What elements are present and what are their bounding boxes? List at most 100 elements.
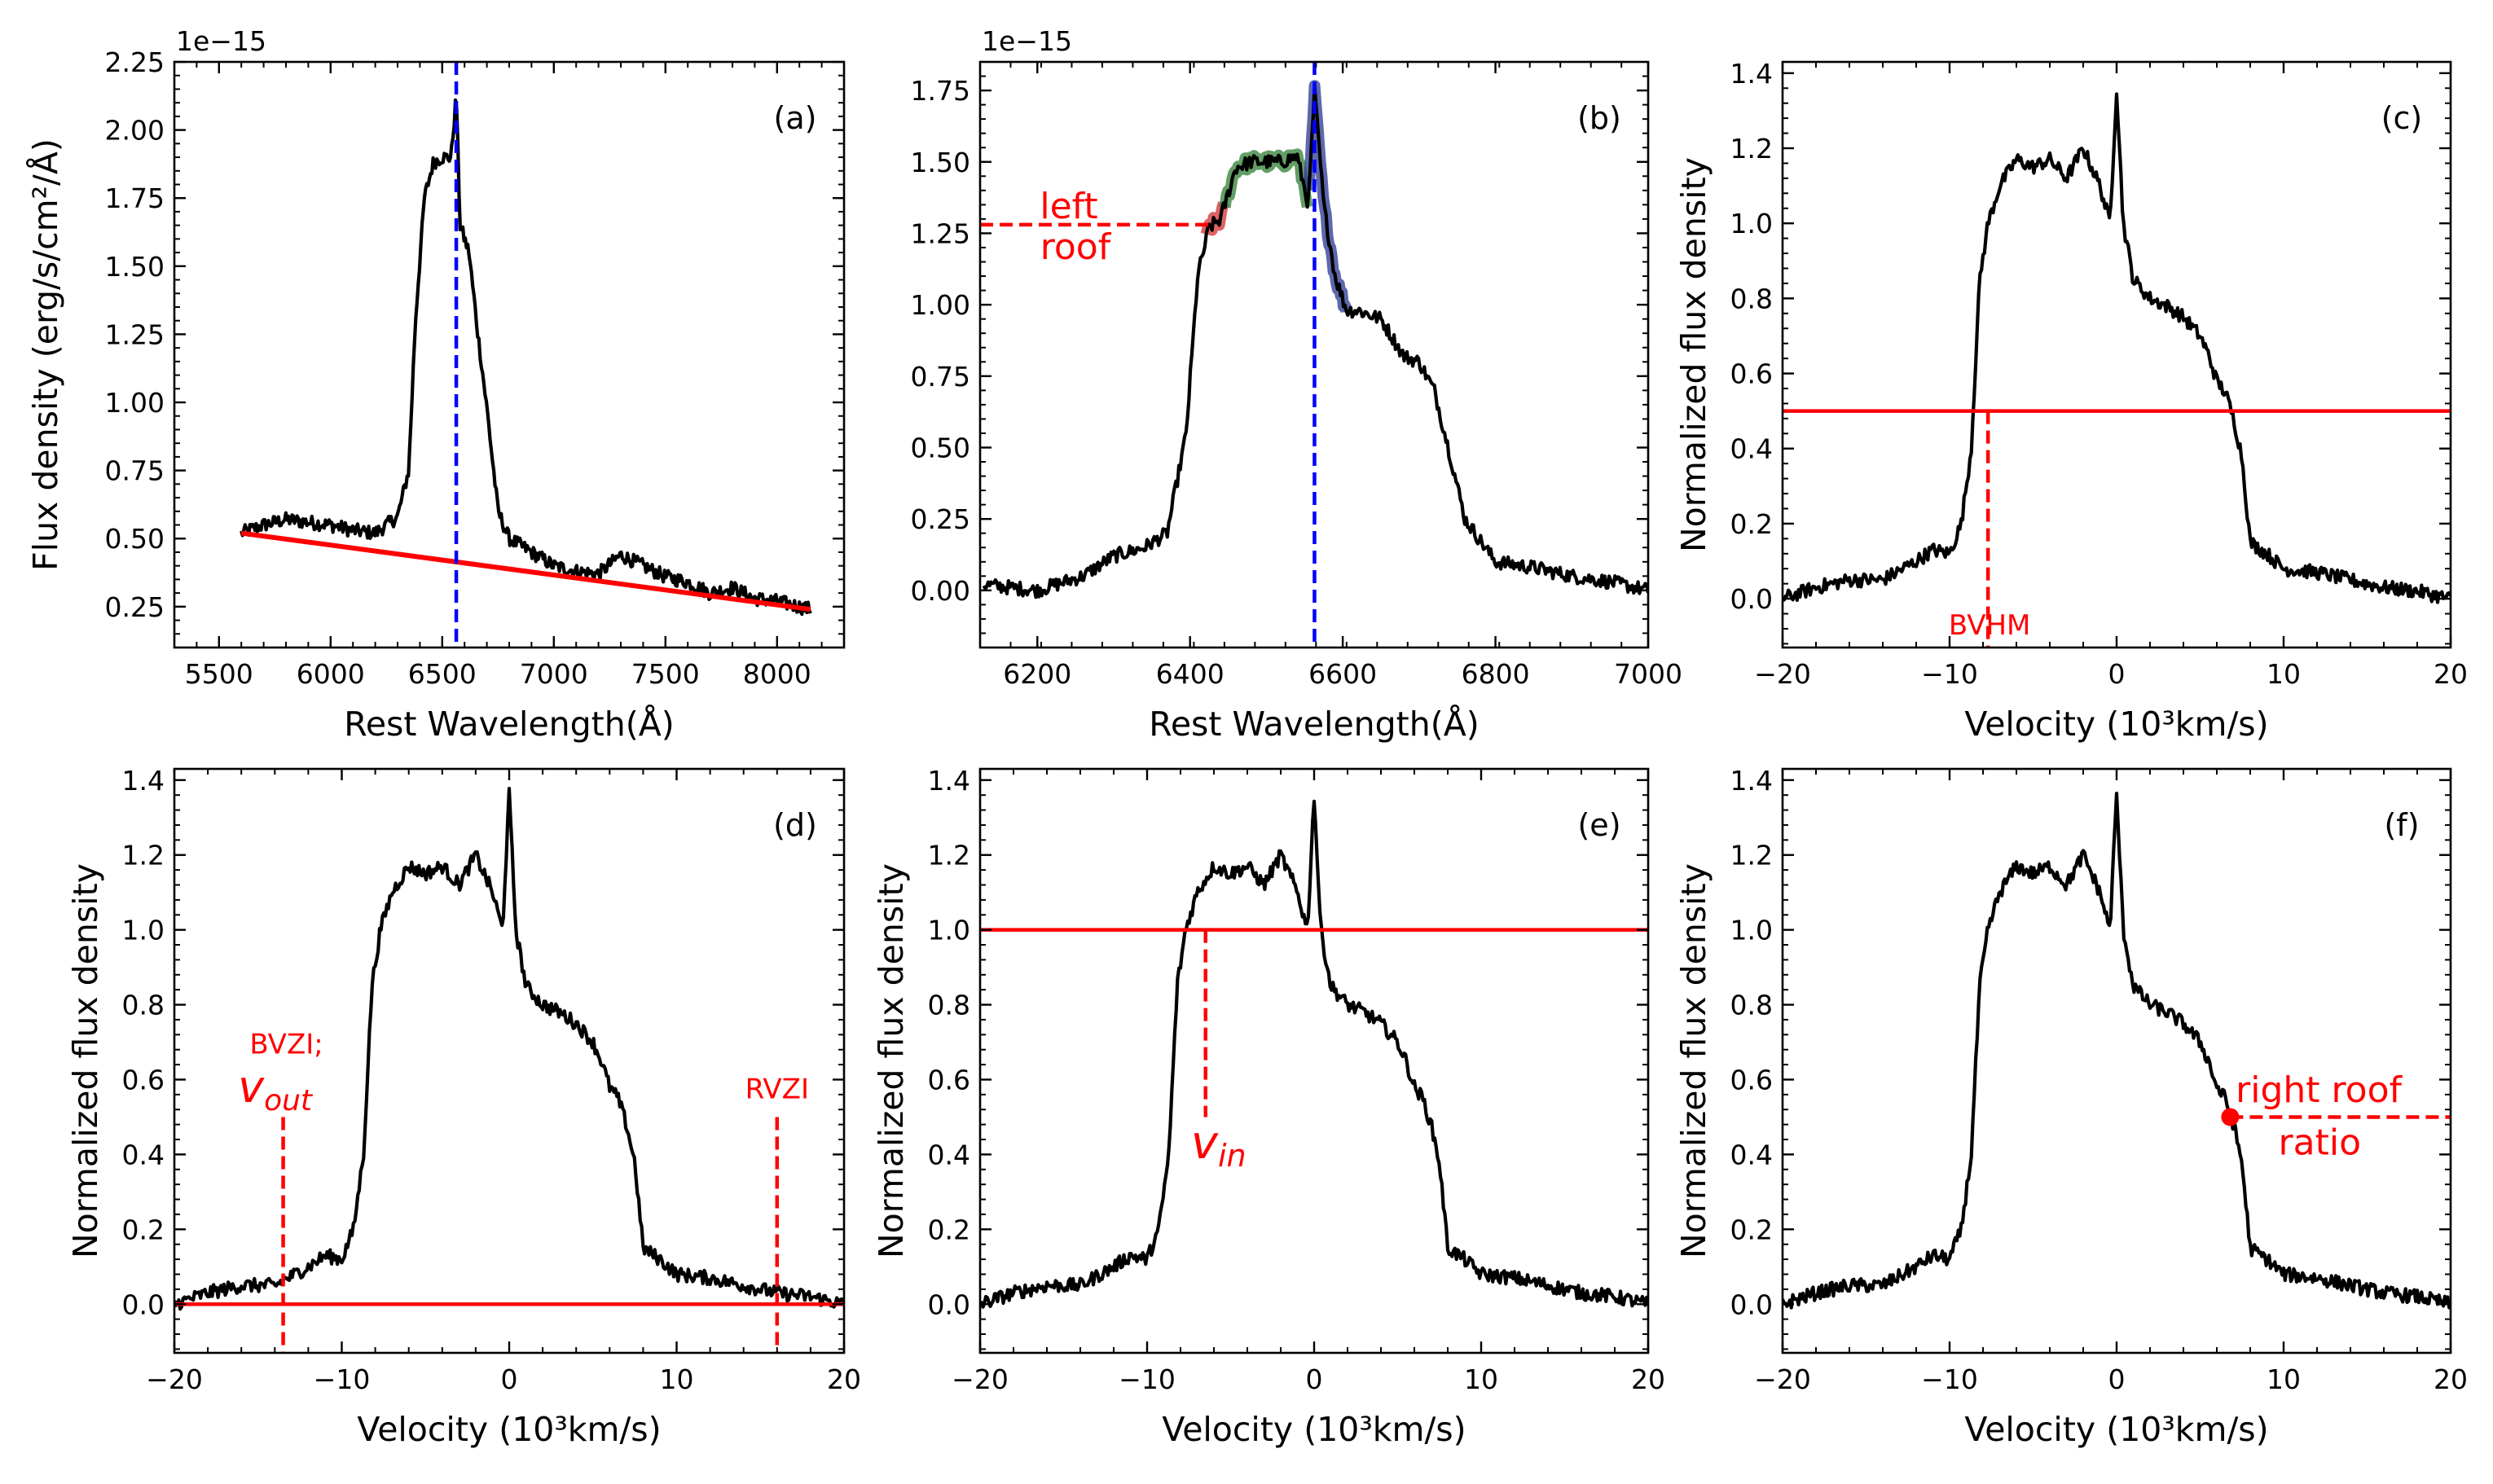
axes-frame — [1781, 60, 2452, 649]
y-tick-label: 0.25 — [105, 591, 165, 623]
x-tick-label: −20 — [146, 1363, 203, 1395]
y-tick-label: 0.75 — [105, 455, 165, 487]
y-tick-label: 1.25 — [105, 318, 165, 350]
y-tick-label: 0.4 — [1730, 1139, 1773, 1170]
y-tick-label: 0.6 — [1730, 1064, 1773, 1095]
y-tick-label: 1.4 — [928, 765, 970, 797]
spectrum-line — [1783, 92, 2451, 604]
spectrum-line — [1783, 792, 2451, 1310]
y-tick-label: 1.4 — [1730, 58, 1773, 90]
x-tick-label: 10 — [1464, 1363, 1498, 1395]
annotation-text: roof — [1040, 226, 1112, 268]
y-tick-label: 0.2 — [1730, 1214, 1773, 1245]
axes-ticks: −20 −10 0 10 20 0.0 0.2 0.4 0.6 0.8 1.0 1.2 1.4 — [928, 765, 1665, 1395]
panel-label: (d) — [773, 807, 817, 843]
axes-ticks: −20 −10 0 10 20 0.0 0.2 0.4 0.6 0.8 1.0 1.2 1.4 — [122, 765, 861, 1395]
panel-label: (f) — [2384, 807, 2419, 843]
x-tick-label: −20 — [1754, 1363, 1811, 1395]
y-axis-label: Normalized flux density — [872, 863, 911, 1258]
y-tick-label: 2.25 — [105, 46, 165, 78]
y-tick-label: 1.2 — [1730, 840, 1773, 872]
offset-multiplier: 1e−15 — [176, 25, 266, 57]
y-tick-label: 1.50 — [911, 147, 970, 178]
x-tick-label: 10 — [660, 1363, 694, 1395]
y-axis-label: Flux density (erg/s/cm²/Å) — [26, 138, 65, 571]
x-tick-label: 20 — [2434, 1363, 2468, 1395]
axes-frame — [978, 767, 1650, 1354]
x-tick-label: 0 — [501, 1363, 518, 1395]
y-tick-label: 1.0 — [122, 915, 165, 946]
y-tick-label: 1.75 — [911, 75, 970, 107]
y-tick-label: 0.6 — [122, 1064, 165, 1095]
panel-label: (c) — [2381, 100, 2423, 136]
y-tick-label: 1.0 — [1730, 208, 1773, 239]
y-tick-label: 1.4 — [1730, 765, 1773, 797]
y-tick-label: 1.0 — [1730, 915, 1773, 946]
annotation-text: BVHM — [1949, 609, 2030, 642]
axes-ticks: 5500 6000 6500 7000 7500 8000 0.25 0.50 0.75 1.00… — [105, 46, 845, 690]
x-tick-label: −10 — [314, 1363, 371, 1395]
y-tick-label: 0.0 — [928, 1289, 970, 1320]
y-axis-label: Normalized flux density — [1674, 863, 1713, 1258]
x-axis-label: Rest Wavelength(Å) — [344, 705, 675, 744]
y-tick-label: 0.6 — [928, 1064, 970, 1095]
annotation-symbol: v — [1191, 1117, 1219, 1170]
axes-ticks: −20 −10 0 10 20 0.0 0.2 0.4 0.6 0.8 1.0 1.2 1.4 — [1730, 765, 2468, 1395]
y-tick-label: 1.00 — [105, 387, 165, 419]
panel-label: (a) — [774, 100, 817, 136]
x-tick-label: −20 — [1754, 658, 1811, 690]
panel-label: (b) — [1577, 100, 1621, 136]
x-tick-label: 7000 — [1614, 658, 1682, 690]
y-axis-label: Normalized flux density — [66, 863, 105, 1258]
y-tick-label: 0.2 — [122, 1214, 165, 1245]
y-tick-label: 0.50 — [911, 432, 970, 463]
y-tick-label: 0.8 — [928, 990, 970, 1021]
offset-multiplier: 1e−15 — [982, 25, 1072, 57]
panel-a: 5500 6000 6500 7000 7500 8000 0.25 0.50 0.75 1.00… — [26, 25, 846, 744]
axes-frame — [173, 767, 846, 1354]
x-tick-label: 6500 — [408, 658, 477, 690]
right-roof-point — [2221, 1108, 2240, 1126]
y-tick-label: 0.2 — [1730, 508, 1773, 540]
spectrum-line — [174, 787, 844, 1311]
annotation-text: RVZI — [745, 1073, 809, 1105]
x-axis-label: Velocity (10³km/s) — [1162, 1410, 1466, 1449]
panel-label: (e) — [1577, 807, 1620, 843]
panel-c: −20 −10 0 10 20 0.0 0.2 0.4 0.6 0.8 1.0 1.2 1.4 Veloc… — [1674, 58, 2468, 744]
y-tick-label: 0.8 — [122, 990, 165, 1021]
y-tick-label: 0.6 — [1730, 358, 1773, 390]
panel-d: −20 −10 0 10 20 0.0 0.2 0.4 0.6 0.8 1.0 1.2 1.4 Veloc… — [66, 765, 861, 1449]
x-tick-label: 0 — [2108, 1363, 2126, 1395]
annotation-text: ratio — [2279, 1122, 2361, 1163]
x-tick-label: 6200 — [1003, 658, 1071, 690]
x-tick-label: −10 — [1921, 1363, 1978, 1395]
axes-frame — [978, 60, 1650, 649]
annotation-math: vin — [1191, 1117, 1246, 1174]
y-tick-label: 0.75 — [911, 361, 970, 393]
x-tick-label: 20 — [2434, 658, 2468, 690]
y-tick-label: 0.25 — [911, 503, 970, 535]
axes-frame — [1781, 767, 2452, 1354]
y-tick-label: 1.4 — [122, 765, 165, 797]
y-tick-label: 0.00 — [911, 575, 970, 607]
y-tick-label: 2.00 — [105, 115, 165, 147]
x-tick-label: 8000 — [743, 658, 811, 690]
x-axis-label: Rest Wavelength(Å) — [1149, 705, 1480, 744]
plot-area — [174, 787, 844, 1353]
annotation-symbol: v — [238, 1061, 265, 1113]
x-tick-label: −10 — [1921, 658, 1978, 690]
annotation-text: right roof — [2236, 1069, 2403, 1111]
spectrum-line — [240, 98, 812, 617]
plot-area — [1783, 792, 2451, 1310]
y-tick-label: 1.2 — [928, 840, 970, 872]
y-tick-label: 1.2 — [1730, 133, 1773, 165]
x-tick-label: 6000 — [297, 658, 365, 690]
x-tick-label: 0 — [2108, 658, 2126, 690]
axes-ticks: 6200 6400 6600 6800 7000 0.00 0.25 0.50 0.75 1.00… — [911, 61, 1682, 690]
x-tick-label: −20 — [952, 1363, 1009, 1395]
y-tick-label: 0.8 — [1730, 990, 1773, 1021]
plot-area — [1783, 92, 2451, 648]
x-tick-label: −10 — [1119, 1363, 1176, 1395]
y-tick-label: 1.75 — [105, 182, 165, 214]
